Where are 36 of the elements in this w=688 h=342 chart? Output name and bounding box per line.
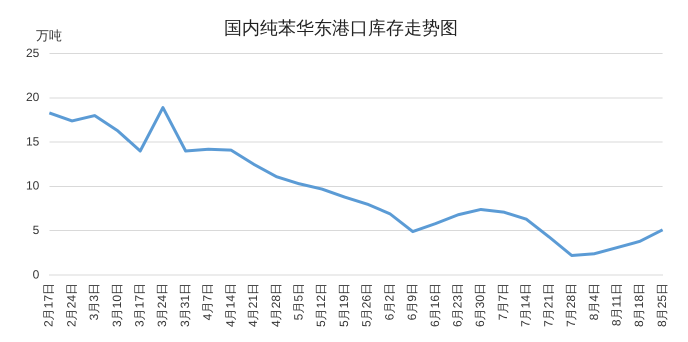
x-tick-label: 8月25日 bbox=[654, 282, 669, 328]
x-tick-label: 4月21日 bbox=[246, 282, 260, 328]
x-tick-label: 7月21日 bbox=[541, 282, 556, 328]
x-tick-label: 7月7日 bbox=[496, 282, 510, 320]
x-tick-label: 8月18日 bbox=[632, 282, 646, 328]
x-tick-label: 6月30日 bbox=[473, 282, 488, 328]
x-tick-label: 5月26日 bbox=[360, 282, 374, 328]
x-tick-label: 3月17日 bbox=[132, 282, 147, 328]
x-tick-label: 6月2日 bbox=[382, 282, 396, 320]
x-tick-label: 3月24日 bbox=[155, 282, 170, 328]
y-tick-label: 20 bbox=[26, 90, 40, 104]
x-tick-label: 5月12日 bbox=[314, 282, 328, 328]
y-tick-label: 10 bbox=[26, 178, 40, 193]
x-tick-label: 7月14日 bbox=[518, 282, 533, 328]
chart-title: 国内纯苯华东港口库存走势图 bbox=[224, 18, 458, 38]
x-tick-label: 3月3日 bbox=[87, 282, 102, 320]
y-tick-label: 5 bbox=[32, 223, 40, 238]
x-tick-label: 6月16日 bbox=[428, 282, 442, 328]
y-axis-title: 万吨 bbox=[36, 28, 62, 44]
x-tick-label: 8月11日 bbox=[609, 282, 624, 326]
x-tick-label: 8月4日 bbox=[586, 282, 601, 320]
y-tick-label: 25 bbox=[26, 46, 40, 60]
x-tick-label: 7月28日 bbox=[564, 282, 578, 328]
x-tick-label: 6月23日 bbox=[450, 282, 464, 328]
x-tick-label: 4月14日 bbox=[223, 282, 238, 328]
x-tick-label: 3月10日 bbox=[110, 282, 124, 328]
y-tick-label: 15 bbox=[26, 134, 40, 148]
x-tick-label: 2月17日 bbox=[42, 282, 56, 328]
x-tick-label: 4月28日 bbox=[268, 282, 283, 328]
x-tick-label: 2月24日 bbox=[64, 282, 78, 328]
y-tick-label: 0 bbox=[32, 267, 40, 282]
x-tick-label: 4月7日 bbox=[200, 282, 215, 320]
x-tick-label: 6月9日 bbox=[405, 282, 420, 320]
x-tick-label: 5月5日 bbox=[292, 282, 306, 320]
x-tick-label: 5月19日 bbox=[336, 282, 351, 328]
x-tick-label: 3月31日 bbox=[178, 282, 192, 328]
